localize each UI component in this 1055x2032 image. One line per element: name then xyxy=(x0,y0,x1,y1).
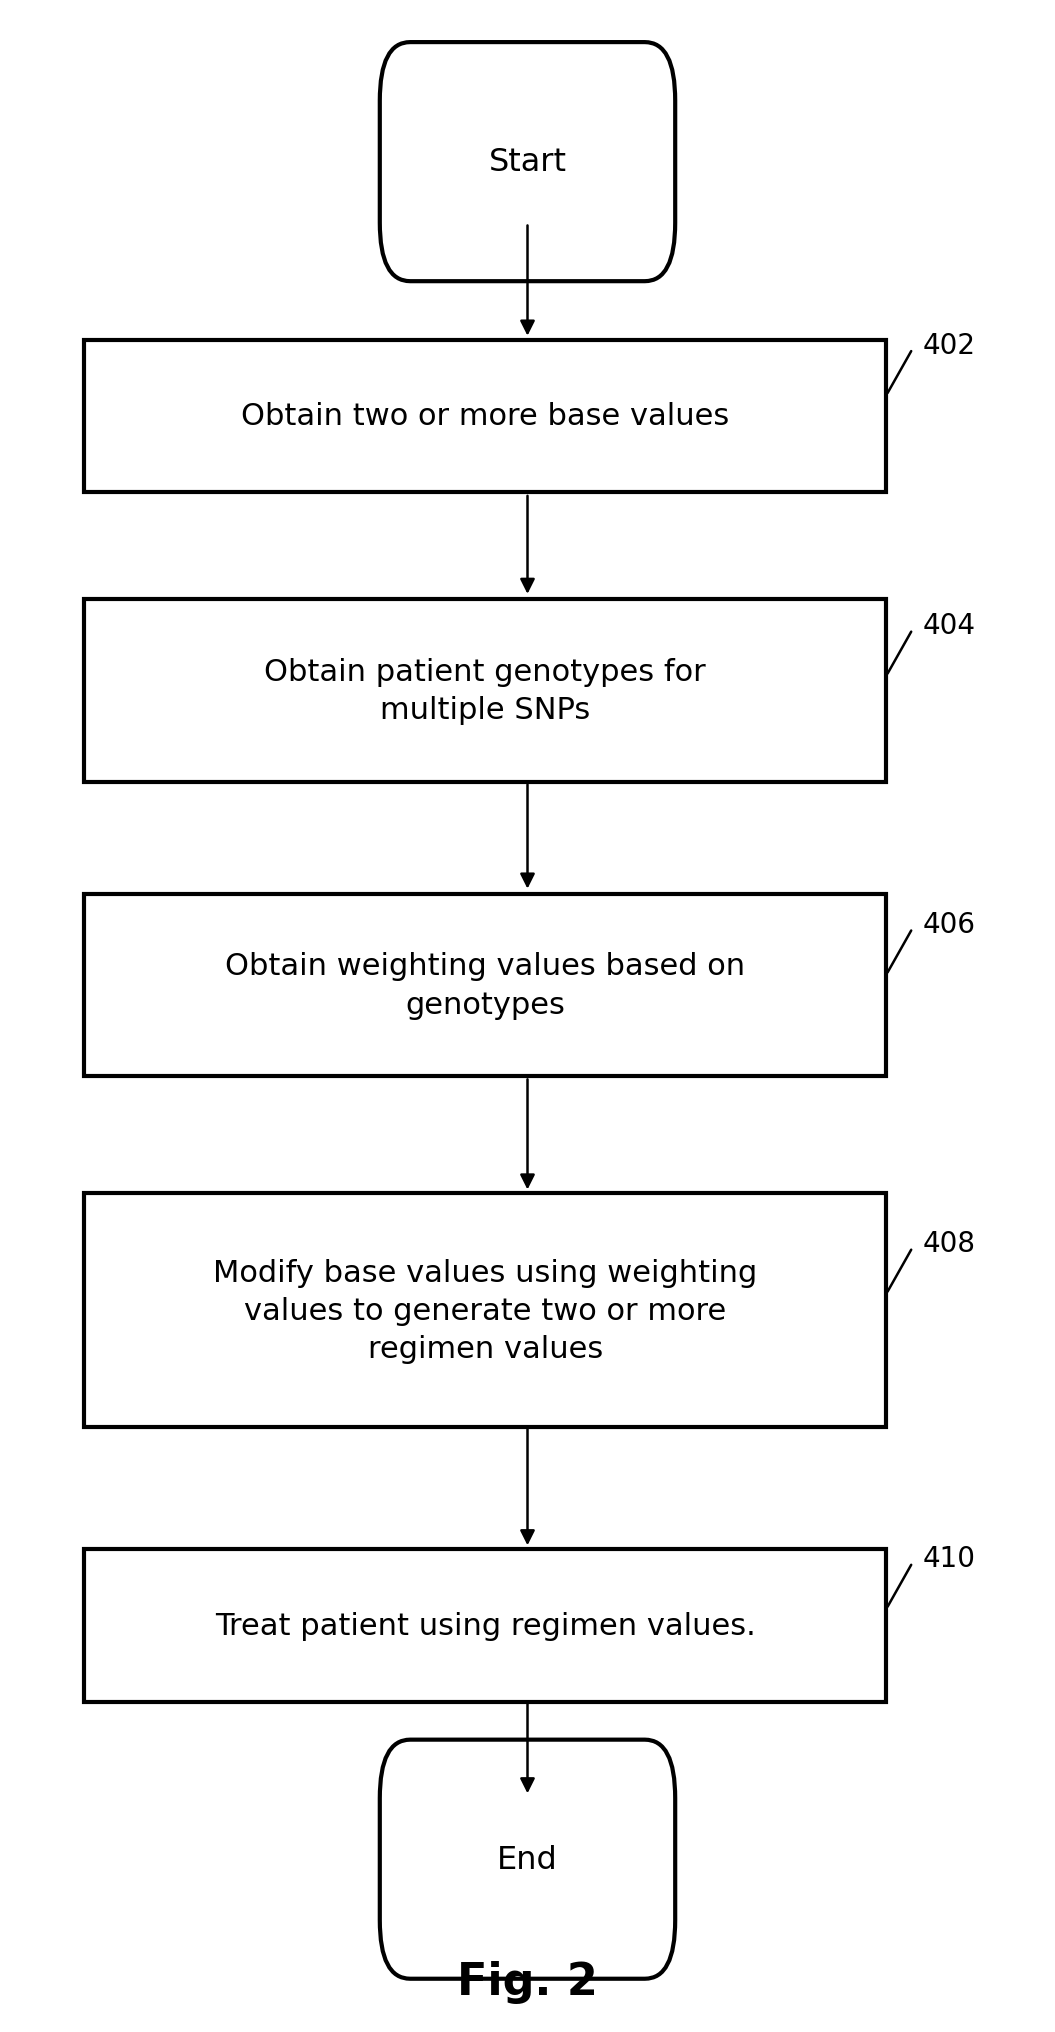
Text: 408: 408 xyxy=(923,1229,976,1258)
Bar xyxy=(84,1550,886,1703)
Text: Start: Start xyxy=(488,146,567,179)
Text: Modify base values using weighting
values to generate two or more
regimen values: Modify base values using weighting value… xyxy=(213,1258,757,1363)
Text: Treat patient using regimen values.: Treat patient using regimen values. xyxy=(215,1611,755,1640)
FancyBboxPatch shape xyxy=(380,1739,675,1979)
Text: 410: 410 xyxy=(923,1544,976,1573)
Text: Fig. 2: Fig. 2 xyxy=(457,1959,598,2004)
FancyBboxPatch shape xyxy=(380,43,675,282)
Text: End: End xyxy=(497,1843,558,1876)
Bar xyxy=(84,339,886,492)
Text: Obtain weighting values based on
genotypes: Obtain weighting values based on genotyp… xyxy=(225,951,746,1020)
Bar xyxy=(84,894,886,1077)
Text: 402: 402 xyxy=(923,331,976,360)
Bar xyxy=(84,1195,886,1426)
Text: Obtain patient genotypes for
multiple SNPs: Obtain patient genotypes for multiple SN… xyxy=(265,656,706,725)
Text: Obtain two or more base values: Obtain two or more base values xyxy=(242,402,729,431)
Text: 406: 406 xyxy=(923,910,976,939)
Text: 404: 404 xyxy=(923,612,976,640)
Bar xyxy=(84,599,886,782)
